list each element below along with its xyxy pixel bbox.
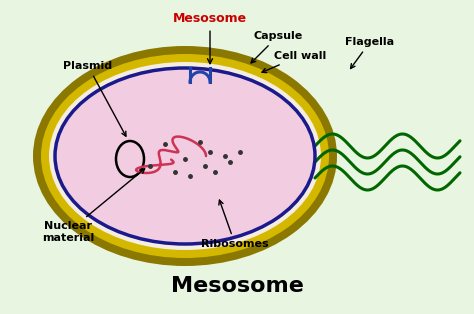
Text: Plasmid: Plasmid — [64, 61, 126, 136]
Text: Mesosome: Mesosome — [173, 13, 247, 64]
Ellipse shape — [33, 46, 337, 266]
Text: Nuclear
material: Nuclear material — [42, 169, 145, 243]
Text: Mesosome: Mesosome — [171, 276, 303, 296]
Text: Ribosomes: Ribosomes — [201, 200, 269, 249]
Text: Capsule: Capsule — [251, 31, 302, 63]
Ellipse shape — [55, 68, 315, 244]
Text: Flagella: Flagella — [346, 37, 394, 68]
Ellipse shape — [41, 54, 329, 258]
Text: Cell wall: Cell wall — [262, 51, 326, 73]
Ellipse shape — [49, 62, 321, 250]
